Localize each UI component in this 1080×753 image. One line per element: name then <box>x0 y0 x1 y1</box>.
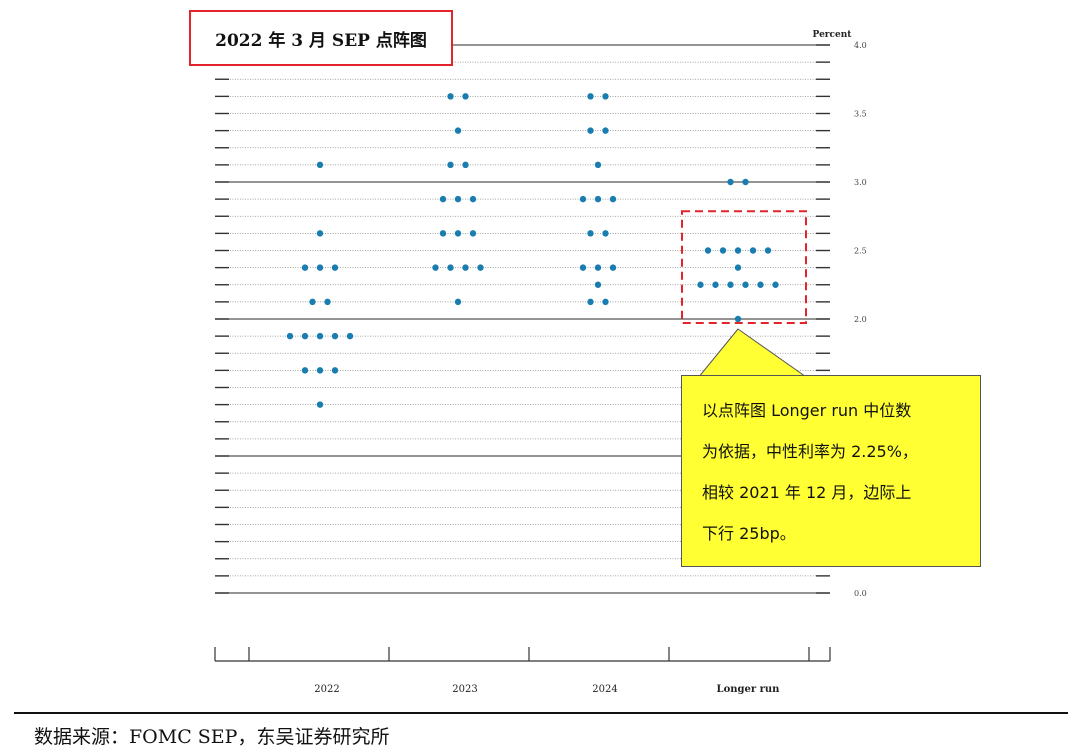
dot <box>454 298 462 306</box>
dot <box>477 264 484 271</box>
dot <box>301 264 309 271</box>
callout-line-1: 以点阵图 Longer run 中位数 <box>702 401 912 420</box>
callout-line-4: 下行 25bp。 <box>702 524 796 543</box>
dot <box>469 195 477 203</box>
y-axis-unit-label: Percent <box>813 30 853 40</box>
dot <box>331 332 339 340</box>
dot <box>727 178 734 186</box>
dot <box>579 195 587 203</box>
dot <box>719 247 727 254</box>
dot <box>602 93 609 100</box>
dot <box>704 247 712 254</box>
dot <box>462 93 469 100</box>
dot <box>587 298 594 306</box>
dot <box>594 161 602 169</box>
dot <box>316 367 324 374</box>
dot <box>469 230 477 237</box>
x-tick-label: 2023 <box>452 684 477 695</box>
callout-line-2: 为依据，中性利率为 2.25%， <box>702 442 918 461</box>
dot <box>454 230 462 237</box>
dot <box>602 298 609 306</box>
dot <box>587 93 594 100</box>
dot <box>301 332 309 340</box>
dot <box>594 281 602 288</box>
x-tick-label: 2022 <box>314 684 339 695</box>
dot <box>602 230 609 237</box>
dot <box>727 281 734 288</box>
dot <box>346 332 354 340</box>
dot <box>764 247 772 254</box>
x-tick-label: 2024 <box>592 684 617 695</box>
dot <box>324 298 331 306</box>
dot <box>316 230 324 237</box>
dot <box>742 178 749 186</box>
dot <box>587 127 594 134</box>
dot <box>432 264 439 271</box>
dot <box>447 264 454 271</box>
dot <box>316 264 324 271</box>
dot <box>301 367 309 374</box>
source-note: 数据来源：FOMC SEP，东吴证券研究所 <box>34 726 390 748</box>
dot <box>697 281 704 288</box>
y-tick-label: 3.0 <box>854 178 867 187</box>
source-divider <box>14 712 1068 714</box>
dot <box>447 93 454 100</box>
dot <box>316 161 324 169</box>
axis-labels: Percent 0.0 2.0 2.5 3.0 3.5 4.0 2022 2023 2024 Lon… <box>314 30 866 695</box>
y-tick-label: 4.0 <box>854 41 867 50</box>
dot <box>439 230 447 237</box>
dot <box>462 264 469 271</box>
dot <box>579 264 587 271</box>
dot-plot-chart: Percent 0.0 2.0 2.5 3.0 3.5 4.0 2022 2023 2024 Lon… <box>214 30 867 695</box>
highlight-layer <box>681 210 807 376</box>
y-tick-label: 2.5 <box>854 247 867 256</box>
dot <box>454 127 462 134</box>
dot <box>286 332 294 340</box>
callout-line-3: 相较 2021 年 12 月，边际上 <box>702 483 912 502</box>
dot <box>439 195 447 203</box>
dot <box>462 161 469 169</box>
dot <box>609 195 617 203</box>
callout-box: 以点阵图 Longer run 中位数 为依据，中性利率为 2.25%， 相较 … <box>681 375 981 567</box>
dot <box>454 195 462 203</box>
dot <box>594 264 602 271</box>
dot <box>609 264 617 271</box>
dot <box>594 195 602 203</box>
dot <box>602 127 609 134</box>
y-tick-label: 0.0 <box>854 589 867 598</box>
y-tick-label: 3.5 <box>854 110 867 119</box>
dot <box>734 315 742 323</box>
dot <box>587 230 594 237</box>
dot <box>749 247 757 254</box>
dot <box>734 247 742 254</box>
dot <box>316 401 324 408</box>
dot <box>331 264 339 271</box>
x-axis <box>214 647 831 662</box>
dot <box>742 281 749 288</box>
highlight-box <box>681 210 807 324</box>
dot <box>331 367 339 374</box>
dot <box>447 161 454 169</box>
dot <box>309 298 316 306</box>
dot <box>712 281 719 288</box>
chart-title: 2022 年 3 月 SEP 点阵图 <box>189 10 453 66</box>
dot <box>316 332 324 340</box>
x-tick-label: Longer run <box>717 684 781 695</box>
dot <box>757 281 764 288</box>
dot <box>772 281 779 288</box>
dot <box>734 264 742 271</box>
y-tick-label: 2.0 <box>854 315 867 324</box>
dot-series <box>286 93 779 408</box>
